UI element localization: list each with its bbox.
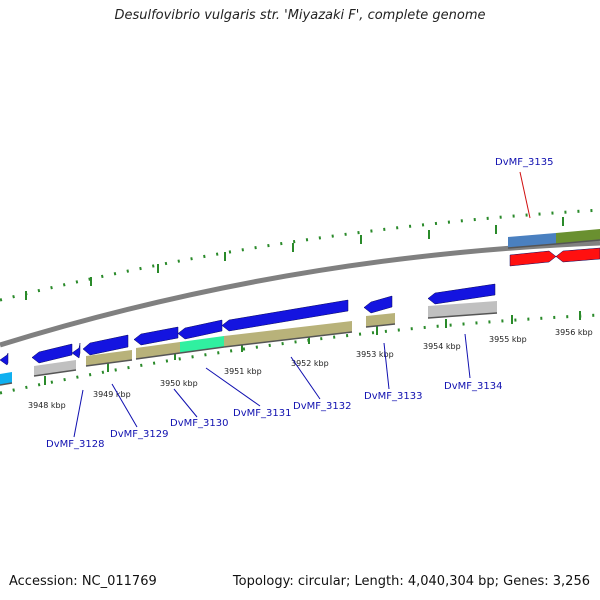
gene-label-dvmf_3128[interactable]: DvMF_3128 [46, 439, 104, 450]
tick-label: 3956 kbp [555, 328, 593, 337]
gene-label-dvmf_3130[interactable]: DvMF_3130 [170, 418, 228, 429]
gene-label-dvmf_3133[interactable]: DvMF_3133 [364, 391, 422, 402]
accession-text: Accession: NC_011769 [9, 574, 157, 589]
gene-labels[interactable]: DvMF_3128DvMF_3129DvMF_3130DvMF_3131DvMF… [46, 157, 553, 450]
cds-arrow[interactable] [82, 334, 129, 356]
tick-label: 3955 kbp [489, 335, 527, 344]
feature-block-shadow [223, 331, 353, 348]
feature-blocks[interactable] [0, 229, 600, 386]
tick-label: 3948 kbp [28, 401, 66, 410]
feature-block-shadow [365, 323, 396, 328]
feature-block-shadow [427, 312, 498, 319]
feature-block-shadow [85, 359, 133, 367]
feature-block[interactable] [0, 372, 12, 385]
cds-arrow[interactable] [221, 299, 349, 332]
tick-label: 3952 kbp [291, 359, 329, 368]
tick-label: 3951 kbp [224, 367, 262, 376]
gene-leader-line [111, 383, 138, 428]
cds-arrow[interactable] [133, 326, 179, 346]
gene-leader-line [290, 356, 321, 400]
feature-block[interactable] [34, 360, 76, 376]
feature-block[interactable] [136, 342, 180, 359]
gene-label-dvmf_3129[interactable]: DvMF_3129 [110, 429, 168, 440]
tick-label: 3953 kbp [356, 350, 394, 359]
rna-arrow[interactable] [509, 250, 557, 267]
cds-arrow[interactable] [71, 342, 81, 359]
feature-block-shadow [33, 369, 77, 377]
feature-block-shadow [179, 346, 225, 354]
map-title: Desulfovibrio vulgaris str. 'Miyazaki F'… [114, 8, 486, 23]
feature-block[interactable] [224, 321, 352, 347]
feature-block-shadow [135, 352, 181, 360]
feature-block-shadow [0, 382, 13, 386]
gene-label-dvmf_3131[interactable]: DvMF_3131 [233, 408, 291, 419]
feature-block[interactable] [366, 313, 395, 327]
gene-leader-line [519, 171, 531, 219]
gene-leader-line [173, 388, 198, 418]
gene-leader-line [383, 342, 390, 390]
cds-arrow[interactable] [31, 343, 73, 364]
gene-label-dvmf_3132[interactable]: DvMF_3132 [293, 401, 351, 412]
feature-block-shadow [507, 243, 557, 249]
feature-block-shadow [555, 239, 600, 245]
feature-block[interactable] [86, 350, 132, 366]
gene-leader-line [73, 389, 84, 438]
topology-summary: Topology: circular; Length: 4,040,304 bp… [232, 574, 590, 589]
gene-leader-line [464, 333, 471, 379]
gene-leaders [73, 171, 531, 438]
tick-label: 3950 kbp [160, 379, 198, 388]
tick-labels: 3948 kbp 3949 kbp 3950 kbp 3951 kbp 3952 kbp… [28, 328, 593, 410]
feature-block[interactable] [180, 336, 224, 353]
upper-tick-track [0, 208, 600, 302]
major-ticks [25, 217, 581, 385]
gene-leader-line [205, 367, 261, 407]
cds-arrow[interactable] [427, 283, 496, 305]
cds-arrow[interactable] [177, 319, 223, 340]
cds-arrow[interactable] [363, 295, 393, 314]
rna-arrow[interactable] [555, 247, 600, 263]
cds-arrow[interactable] [0, 352, 9, 366]
lower-tick-track [0, 313, 600, 395]
gene-label-dvmf_3134[interactable]: DvMF_3134 [444, 381, 502, 392]
tick-label: 3949 kbp [93, 390, 131, 399]
tick-label: 3954 kbp [423, 342, 461, 351]
gene-label-dvmf_3135[interactable]: DvMF_3135 [495, 157, 553, 168]
